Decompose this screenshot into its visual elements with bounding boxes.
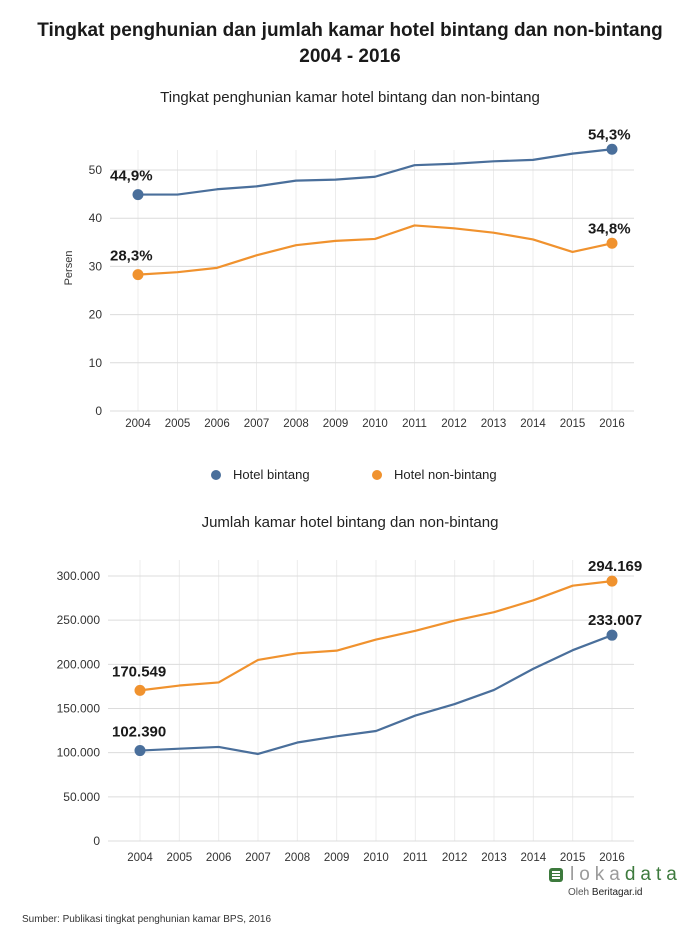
c1-xtick-label: 2012 bbox=[441, 418, 467, 430]
legend-dot-icon bbox=[211, 469, 221, 480]
c1-xtick-label: 2014 bbox=[520, 418, 546, 430]
c2-series-line-1 bbox=[139, 634, 613, 756]
c2-ytick-label: 0 bbox=[93, 834, 100, 848]
c1-series-2-first-point bbox=[132, 269, 144, 281]
c2-xtick-label: 2015 bbox=[560, 852, 586, 864]
c1-series-line-1 bbox=[138, 148, 613, 196]
c1-ytick-label: 20 bbox=[89, 308, 103, 322]
legend-label: Hotel non-bintang bbox=[394, 467, 497, 483]
c2-ytick-label: 150.000 bbox=[57, 702, 101, 716]
main-title-line1: Tingkat penghunian dan jumlah kamar hote… bbox=[37, 20, 663, 41]
c1-series-2-last-label: 34,8% bbox=[588, 220, 631, 237]
c2-series-2-first-point bbox=[134, 684, 146, 696]
logo-byline: Oleh Beritagar.id bbox=[568, 887, 643, 898]
source-note: Sumber: Publikasi tingkat penghunian kam… bbox=[22, 914, 272, 925]
c2-xtick-label: 2012 bbox=[442, 852, 468, 864]
c2-series-1-last-label: 233.007 bbox=[588, 612, 642, 629]
c2-xtick-label: 2004 bbox=[127, 852, 153, 864]
c1-xtick-label: 2016 bbox=[599, 418, 625, 430]
c2-xtick-label: 2007 bbox=[245, 852, 271, 864]
c1-series-2-last-point bbox=[606, 237, 618, 249]
c1-series-2-first-label: 28,3% bbox=[110, 248, 153, 265]
stack-icon bbox=[549, 868, 563, 882]
c1-xtick-label: 2004 bbox=[125, 418, 151, 430]
c2-xtick-label: 2016 bbox=[599, 852, 625, 864]
chart2-title: Jumlah kamar hotel bintang dan non-binta… bbox=[201, 514, 499, 531]
c2-series-1-last-point bbox=[606, 629, 618, 641]
c1-y-axis-label: Persen bbox=[63, 251, 75, 286]
main-title: Tingkat penghunian dan jumlah kamar hote… bbox=[0, 18, 700, 70]
c2-xtick-label: 2014 bbox=[521, 852, 547, 864]
c1-xtick-label: 2006 bbox=[204, 418, 230, 430]
c1-xtick-label: 2009 bbox=[323, 418, 349, 430]
c1-series-1-last-point bbox=[606, 143, 618, 155]
c2-series-line-2 bbox=[139, 580, 613, 692]
c1-xtick-label: 2011 bbox=[402, 418, 427, 430]
c2-xtick-label: 2006 bbox=[206, 852, 232, 864]
c2-series-1-first-label: 102.390 bbox=[112, 724, 166, 741]
c1-series-1-first-label: 44,9% bbox=[110, 168, 153, 185]
c1-xtick-label: 2005 bbox=[165, 418, 191, 430]
lokadata-logo: lokadata bbox=[548, 864, 682, 886]
c1-xtick-label: 2010 bbox=[362, 418, 388, 430]
legend-dot-icon bbox=[372, 469, 382, 480]
c1-ytick-label: 50 bbox=[89, 163, 103, 177]
c2-xtick-label: 2011 bbox=[403, 852, 428, 864]
c1-xtick-label: 2013 bbox=[481, 418, 507, 430]
c2-ytick-label: 200.000 bbox=[57, 657, 101, 671]
c1-ytick-label: 40 bbox=[89, 211, 103, 225]
c2-xtick-label: 2013 bbox=[481, 852, 507, 864]
c1-xtick-label: 2015 bbox=[560, 418, 586, 430]
legend-label: Hotel bintang bbox=[233, 467, 310, 483]
c1-xtick-label: 2007 bbox=[244, 418, 270, 430]
c2-series-2-last-point bbox=[606, 575, 618, 587]
c1-series-1-last-label: 54,3% bbox=[588, 126, 631, 143]
c1-ytick-label: 30 bbox=[89, 259, 103, 273]
chart1-title: Tingkat penghunian kamar hotel bintang d… bbox=[160, 89, 540, 106]
c2-xtick-label: 2005 bbox=[167, 852, 193, 864]
c2-ytick-label: 100.000 bbox=[57, 746, 101, 760]
legend-item-hotel-bintang: Hotel bintang bbox=[211, 466, 310, 482]
c2-series-2-first-label: 170.549 bbox=[112, 663, 166, 680]
c2-xtick-label: 2008 bbox=[285, 852, 311, 864]
c2-series-1-first-point bbox=[134, 745, 146, 757]
c1-ytick-label: 0 bbox=[95, 404, 102, 418]
legend-item-hotel-non-bintang: Hotel non-bintang bbox=[372, 466, 497, 482]
c2-series-2-last-label: 294.169 bbox=[588, 558, 642, 575]
logo-wordmark: lokadata bbox=[570, 864, 682, 885]
c1-xtick-label: 2008 bbox=[283, 418, 309, 430]
c2-ytick-label: 250.000 bbox=[57, 613, 101, 627]
c1-series-line-2 bbox=[137, 224, 613, 276]
c2-ytick-label: 50.000 bbox=[63, 790, 100, 804]
main-title-line2: 2004 - 2016 bbox=[299, 46, 401, 67]
c2-xtick-label: 2009 bbox=[324, 852, 350, 864]
c2-xtick-label: 2010 bbox=[363, 852, 389, 864]
c1-ytick-label: 10 bbox=[89, 356, 103, 370]
c2-ytick-label: 300.000 bbox=[57, 569, 101, 583]
c1-series-1-first-point bbox=[132, 189, 144, 201]
